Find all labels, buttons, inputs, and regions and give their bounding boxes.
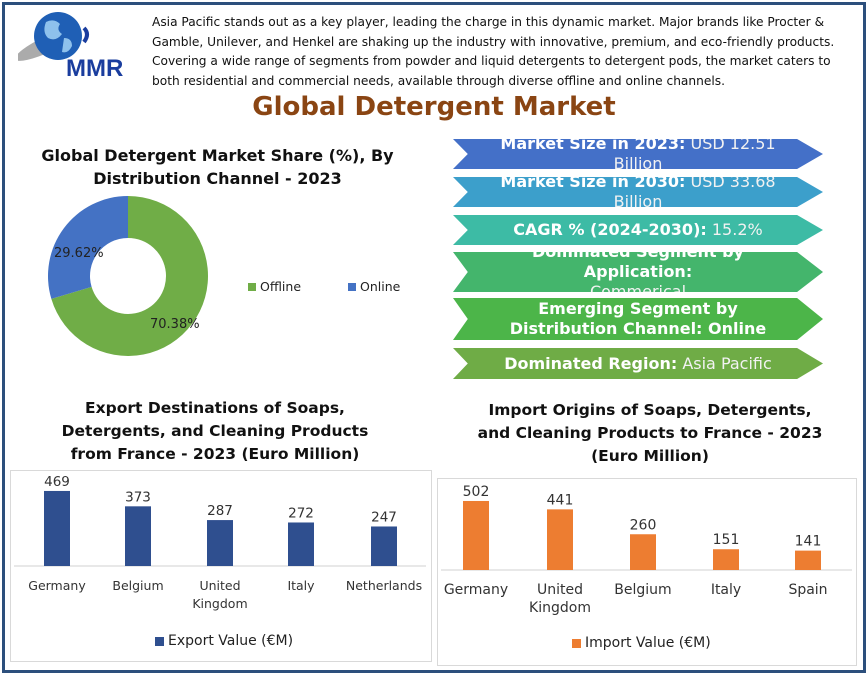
export-data-label: 287 [207, 503, 233, 519]
mmr-logo: MMR [18, 12, 123, 80]
import-tick-label: Germany [444, 582, 508, 598]
import-tick-label: Kingdom [529, 600, 591, 616]
import-tick-label: United [537, 582, 583, 598]
legend-swatch [155, 636, 164, 646]
banner-dominated-region: Dominated Region: Asia Pacific [453, 348, 823, 379]
import-data-label: 260 [630, 517, 657, 533]
export-tick-label: United [199, 578, 240, 593]
import-bar [547, 509, 573, 570]
export-data-label: 272 [288, 505, 314, 521]
import-data-label: 441 [547, 492, 574, 508]
banner-market-2023: Market Size in 2023: USD 12.51 Billion [453, 139, 823, 169]
banner-cagr: CAGR % (2024-2030): 15.2% [453, 215, 823, 245]
legend-export: Export Value (€M) [155, 633, 293, 649]
import-data-label: 141 [795, 534, 822, 550]
export-chart-panel [10, 470, 432, 662]
legend-swatch [348, 282, 356, 291]
legend-import: Import Value (€M) [572, 635, 711, 651]
legend-label: Offline [260, 279, 302, 294]
legend-online: Online [348, 279, 400, 294]
export-tick-label: Belgium [112, 578, 163, 593]
import-chart-title: Import Origins of Soaps, Detergents, and… [477, 401, 823, 465]
import-tick-label: Belgium [614, 582, 671, 598]
banner-market-2030: Market Size in 2030: USD 33.68 Billion [453, 177, 823, 207]
export-bar [207, 520, 233, 566]
export-bar [288, 522, 314, 566]
export-tick-label: Italy [287, 578, 315, 593]
export-data-label: 469 [44, 474, 70, 490]
import-chart-panel [437, 478, 857, 666]
legend-offline: Offline [248, 279, 301, 294]
donut-slice-offline [51, 196, 208, 356]
export-data-label: 373 [125, 489, 151, 505]
export-bar [125, 506, 151, 566]
import-bar [630, 534, 656, 570]
export-bar [371, 526, 397, 566]
label-offline-pct: 70.38% [150, 317, 200, 332]
legend-swatch [572, 638, 581, 648]
legend-label: Online [360, 279, 401, 294]
import-bar [713, 549, 739, 570]
logo-text: MMR [66, 55, 123, 80]
import-tick-label: Italy [711, 582, 741, 598]
import-data-label: 502 [463, 484, 490, 500]
export-chart-title: Export Destinations of Soaps, Detergents… [61, 399, 369, 463]
legend-label: Export Value (€M) [168, 633, 294, 649]
import-bar [795, 550, 821, 570]
import-data-label: 151 [713, 532, 740, 548]
export-data-label: 247 [371, 509, 397, 525]
page-title: Global Detergent Market [252, 92, 616, 122]
import-tick-label: Spain [788, 582, 827, 598]
label-online-pct: 29.62% [54, 246, 104, 261]
donut-title: Global Detergent Market Share (%), By Di… [41, 146, 394, 188]
import-bar [463, 500, 489, 570]
legend-label: Import Value (€M) [585, 635, 711, 651]
banner-emerging-segment: Emerging Segment by Distribution Channel… [453, 298, 823, 340]
export-bar [44, 490, 70, 566]
intro-text: Asia Pacific stands out as a key player,… [152, 15, 835, 88]
export-tick-label: Germany [28, 578, 86, 593]
donut-slice-online [47, 196, 128, 299]
legend-swatch [248, 282, 256, 291]
export-tick-label: Netherlands [346, 578, 422, 593]
export-tick-label: Kingdom [192, 596, 247, 611]
banner-dominated-application: Dominated Segment by Application: Commeri… [453, 252, 823, 292]
